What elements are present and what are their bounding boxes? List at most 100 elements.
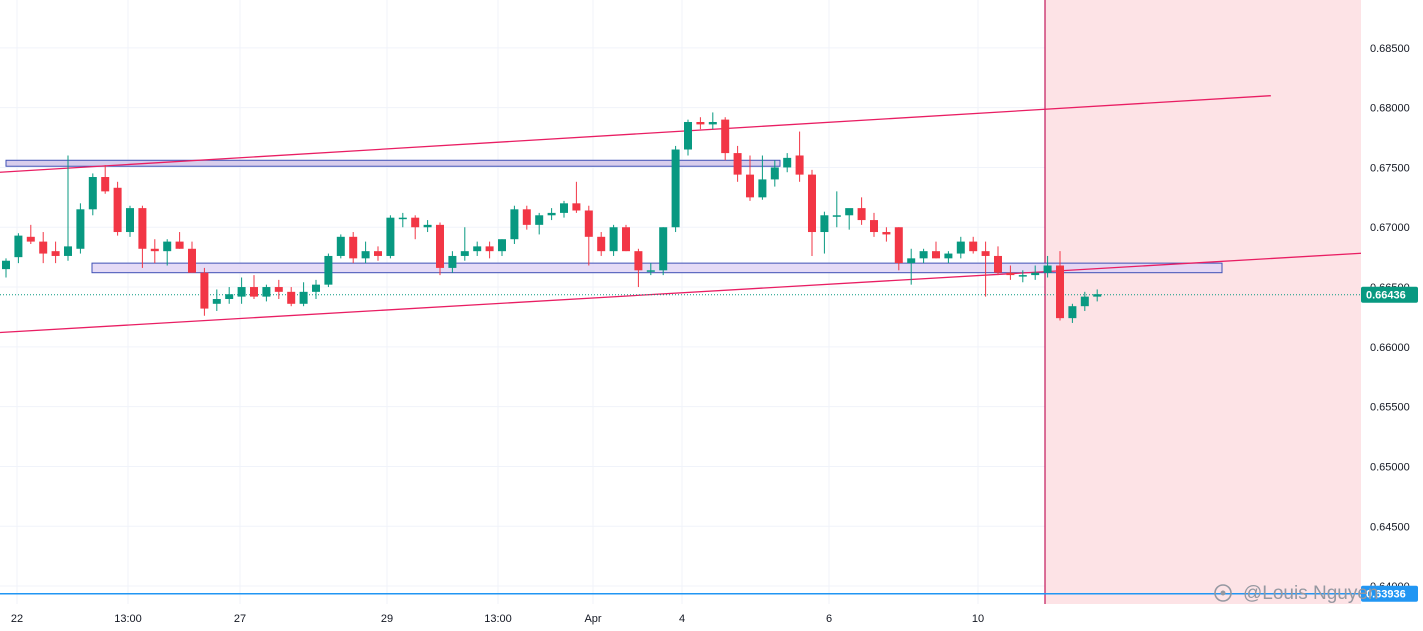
candle-body — [312, 284, 320, 292]
lower-trend-line — [0, 249, 1423, 334]
time-tick-label: 4 — [679, 613, 685, 625]
candle — [324, 253, 333, 288]
candle — [51, 241, 60, 264]
candle-body — [956, 241, 965, 254]
candle — [423, 220, 432, 233]
candle — [138, 205, 147, 268]
candle-body — [39, 241, 48, 254]
candle — [14, 233, 23, 264]
candle — [386, 215, 395, 259]
candle-body — [200, 272, 209, 309]
candle — [510, 205, 519, 244]
candle-body — [560, 203, 568, 213]
candle — [994, 246, 1002, 276]
candle-body — [150, 248, 159, 252]
candle-body — [324, 255, 333, 285]
candle-body — [820, 215, 829, 233]
time-tick-label: 13:00 — [114, 613, 142, 625]
candle-body — [398, 217, 407, 220]
candle-body — [101, 177, 110, 192]
future-zone — [1045, 0, 1361, 604]
candle-body — [696, 121, 705, 125]
candle — [944, 251, 953, 264]
candle — [882, 227, 891, 242]
candle — [584, 205, 593, 266]
candle-body — [1068, 306, 1077, 319]
candle-body — [510, 209, 519, 240]
candle-body — [113, 187, 122, 233]
candle-body — [622, 227, 630, 252]
candle — [175, 232, 184, 249]
candle-body — [274, 287, 283, 292]
candle-body — [733, 153, 742, 175]
time-axis[interactable]: 22 13:00 27 29 13:00 Apr 4 6 10 — [11, 613, 984, 625]
candle — [956, 236, 965, 259]
candle-body — [361, 251, 370, 259]
candle — [473, 241, 482, 256]
price-tick-label: 0.65500 — [1370, 402, 1410, 414]
candle-body — [2, 260, 10, 270]
candle-body — [1006, 272, 1015, 276]
candle — [498, 239, 506, 256]
candle-body — [609, 227, 618, 252]
candle — [932, 241, 940, 259]
candle-body — [746, 174, 754, 198]
candle-body — [1043, 265, 1052, 273]
candle — [894, 227, 903, 271]
candle — [659, 227, 668, 276]
candle-body — [894, 227, 903, 264]
time-tick-label: Apr — [584, 613, 601, 625]
candle-body — [758, 179, 767, 198]
candle — [634, 248, 643, 288]
candle — [1093, 289, 1102, 302]
candle-body — [411, 217, 420, 228]
price-axis-background — [1361, 0, 1423, 631]
candle — [622, 224, 630, 252]
candle-body — [287, 291, 296, 304]
candle — [597, 232, 606, 256]
candle-body — [336, 236, 345, 256]
candle-body — [460, 251, 469, 256]
candle-body — [969, 241, 978, 252]
candle — [572, 181, 581, 213]
candle-body — [76, 209, 85, 249]
candle — [981, 241, 990, 297]
candle — [646, 263, 655, 276]
candle — [857, 197, 866, 225]
candle-body — [708, 121, 717, 125]
candle-body — [188, 248, 196, 273]
candle — [113, 181, 122, 236]
candle — [26, 224, 35, 244]
candle — [485, 241, 494, 259]
price-zones[interactable] — [5, 159, 1223, 274]
candle-body — [783, 157, 792, 168]
candle — [560, 200, 568, 218]
trend-lines[interactable] — [0, 95, 1423, 334]
candle-body — [225, 294, 234, 300]
candle — [969, 236, 978, 254]
candle — [88, 173, 97, 216]
candle — [808, 169, 816, 256]
candle — [832, 191, 841, 228]
candle — [733, 145, 742, 182]
candle-body — [845, 208, 854, 216]
price-tick-label: 0.67000 — [1370, 222, 1410, 234]
candle — [237, 277, 246, 304]
candle — [262, 284, 271, 302]
price-axis[interactable]: 0.685000.680000.675000.670000.665000.660… — [1361, 0, 1423, 631]
candle-body — [88, 177, 97, 210]
price-tick-label: 0.68000 — [1370, 103, 1410, 115]
price-tick-label: 0.66000 — [1370, 342, 1410, 354]
candle-body — [1080, 296, 1089, 307]
candle — [460, 227, 469, 261]
candle — [696, 117, 705, 130]
candle-body — [832, 215, 841, 217]
candle — [721, 117, 730, 161]
candle — [76, 203, 85, 254]
candle-body — [721, 119, 730, 154]
candle-body — [684, 121, 692, 150]
candle-body — [423, 224, 432, 228]
candle — [163, 239, 172, 266]
upper-trend-line — [0, 95, 1271, 173]
